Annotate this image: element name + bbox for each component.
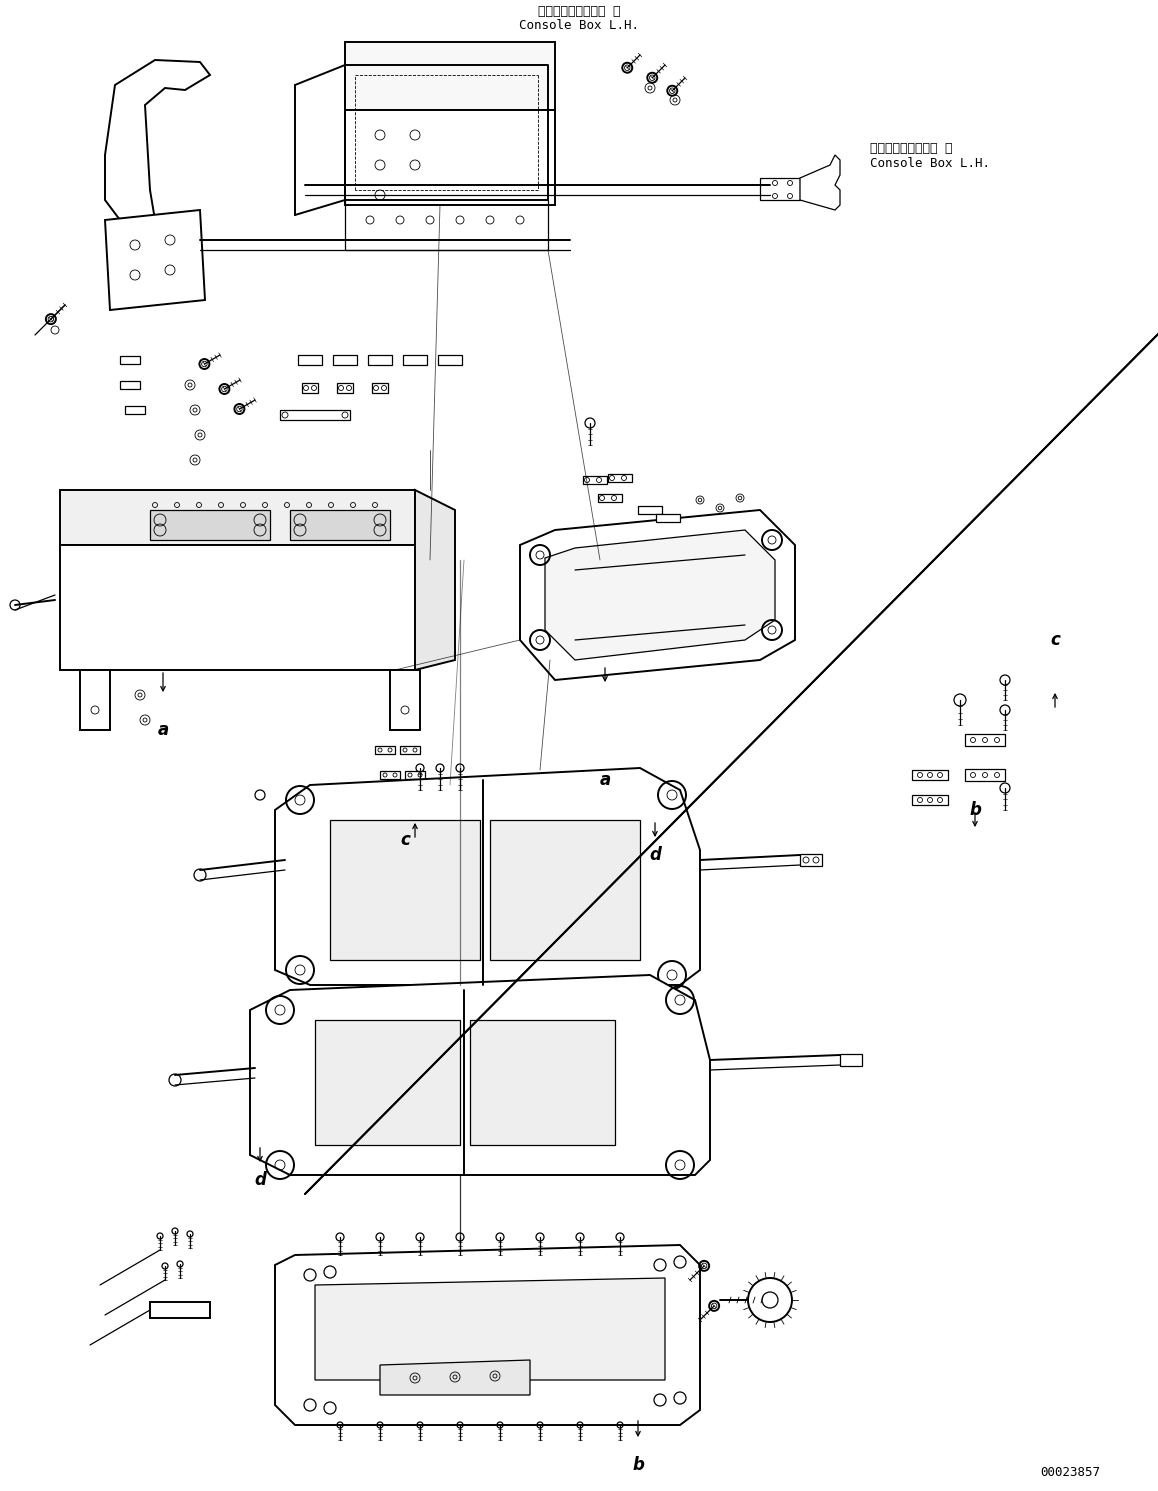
Bar [368, 355, 393, 365]
Polygon shape [250, 975, 710, 1175]
Bar [913, 795, 948, 805]
Bar [638, 505, 662, 514]
Bar [913, 769, 948, 780]
Polygon shape [380, 1360, 530, 1396]
Polygon shape [520, 510, 796, 680]
Bar [438, 355, 462, 365]
Text: a: a [600, 771, 610, 789]
Polygon shape [415, 491, 455, 669]
Bar [302, 383, 318, 394]
Bar [375, 746, 395, 754]
Polygon shape [274, 768, 699, 986]
Bar [120, 382, 140, 389]
Polygon shape [345, 42, 555, 110]
Polygon shape [151, 510, 270, 540]
Bar [840, 1054, 862, 1066]
Polygon shape [315, 1020, 460, 1145]
Polygon shape [60, 491, 415, 546]
Text: Console Box L.H.: Console Box L.H. [870, 157, 990, 170]
Polygon shape [330, 820, 481, 960]
Text: d: d [650, 845, 661, 863]
Text: a: a [157, 722, 169, 740]
Text: コンソールボックス 左: コンソールボックス 左 [870, 142, 953, 155]
Polygon shape [470, 1020, 615, 1145]
Bar [120, 356, 140, 364]
Bar [298, 355, 322, 365]
Bar [334, 355, 357, 365]
Polygon shape [760, 177, 800, 200]
Text: d: d [254, 1170, 266, 1188]
Polygon shape [800, 155, 840, 210]
Bar [598, 494, 622, 502]
Text: 00023857: 00023857 [1040, 1466, 1100, 1479]
Bar [405, 771, 425, 778]
Bar [151, 1302, 210, 1318]
Text: コンソールボックス 左: コンソールボックス 左 [537, 4, 621, 18]
Bar [372, 383, 388, 394]
Text: c: c [1050, 631, 1060, 649]
Bar [400, 746, 420, 754]
Polygon shape [274, 1245, 699, 1425]
Bar [403, 355, 427, 365]
Polygon shape [490, 820, 640, 960]
Bar [582, 476, 607, 485]
Text: b: b [969, 801, 981, 819]
Bar [337, 383, 353, 394]
Text: c: c [400, 830, 410, 848]
Bar [965, 734, 1005, 746]
Polygon shape [80, 669, 110, 731]
Polygon shape [105, 210, 205, 310]
Polygon shape [545, 529, 775, 661]
Text: Console Box L.H.: Console Box L.H. [519, 19, 639, 31]
Polygon shape [390, 669, 420, 731]
Bar [800, 854, 822, 866]
Bar [655, 514, 680, 522]
Bar [965, 769, 1005, 781]
Bar [280, 410, 350, 420]
Polygon shape [60, 546, 415, 669]
Bar [380, 771, 400, 778]
Text: b: b [632, 1457, 644, 1475]
Bar [125, 406, 145, 414]
Polygon shape [345, 110, 555, 204]
Polygon shape [290, 510, 390, 540]
Polygon shape [315, 1278, 665, 1381]
Bar [608, 474, 632, 482]
Polygon shape [105, 60, 210, 221]
